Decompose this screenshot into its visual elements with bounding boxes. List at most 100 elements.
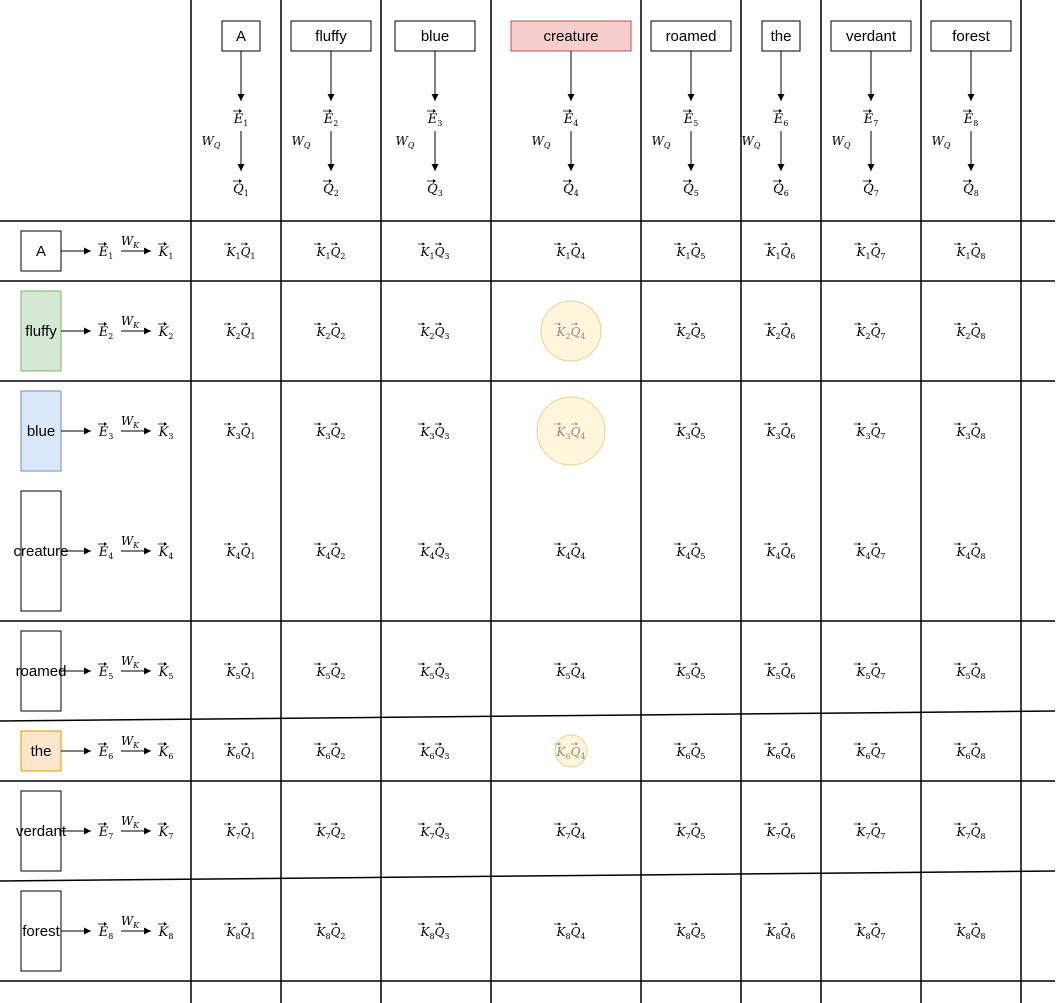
score-cell-k7-q1: K7Q1	[224, 822, 256, 841]
score-cell-k1-q8: K1Q8	[954, 242, 986, 261]
column-word-label: the	[771, 28, 792, 45]
embedding-vector-label: E4	[98, 545, 114, 561]
score-cell-label: K7Q3	[420, 825, 450, 841]
token-to-embedding-arrow	[61, 927, 91, 935]
score-cell-k7-q6: K7Q6	[764, 822, 796, 841]
score-cell-k6-q8: K6Q8	[954, 742, 986, 761]
score-cell-k5-q7: K5Q7	[854, 662, 886, 681]
score-cell-k5-q3: K5Q3	[418, 662, 450, 681]
score-cell-k2-q6: K2Q6	[764, 322, 796, 341]
key-projection-arrow	[121, 247, 151, 255]
score-cell-k1-q1: K1Q1	[224, 242, 256, 261]
score-cell-k5-q4: K5Q4	[554, 662, 586, 681]
row-headers: A E1 WK K1 fluffy E2 WK K2 blue E3 WK K3 creature E4 W…	[13, 230, 174, 972]
score-cell-label: K6Q4	[556, 745, 586, 761]
embedding-vector-label: E4	[563, 112, 579, 128]
score-cell-k6-q2: K6Q2	[314, 742, 346, 761]
score-cell-k2-q7: K2Q7	[854, 322, 886, 341]
score-cell-label: K2Q4	[556, 325, 586, 341]
embedding-vector-label: E1	[233, 112, 249, 128]
query-projection-arrow	[431, 131, 439, 171]
embedding-vector-label: E3	[98, 425, 114, 441]
score-cell-label: K3Q3	[420, 425, 450, 441]
score-cell-label: K8Q2	[316, 925, 346, 941]
score-cell-label: K3Q1	[226, 425, 256, 441]
score-cell-label: K4Q6	[766, 545, 796, 561]
embedding-vector-label: E8	[963, 112, 979, 128]
score-cell-k8-q7: K8Q7	[854, 922, 886, 941]
key-weight-label: WK	[121, 414, 140, 430]
column-word-box	[510, 20, 632, 52]
attention-highlight-circle	[536, 396, 606, 466]
score-cell-k6-q3: K6Q3	[418, 742, 450, 761]
score-cell-k1-q2: K1Q2	[314, 242, 346, 261]
score-cell-k5-q2: K5Q2	[314, 662, 346, 681]
score-cell-label: K8Q3	[420, 925, 450, 941]
column-word-box	[221, 20, 261, 52]
score-cell-label: K8Q5	[676, 925, 706, 941]
token-to-embedding-arrow	[61, 747, 91, 755]
score-cell-label: K4Q1	[226, 545, 256, 561]
grid-horizontal-line	[0, 710, 1056, 722]
column-header-roamed: roamed E5 WQ Q5	[650, 20, 732, 198]
token-to-embedding-arrow	[61, 667, 91, 675]
embedding-vector-label: E5	[98, 665, 114, 681]
row-header-the: the E6 WK K6	[20, 730, 174, 772]
score-cell-k1-q5: K1Q5	[674, 242, 706, 261]
score-cell-label: K7Q1	[226, 825, 256, 841]
query-weight-label: WQ	[292, 134, 311, 150]
key-weight-label: WK	[121, 814, 140, 830]
query-weight-label: WQ	[396, 134, 415, 150]
score-cell-k7-q7: K7Q7	[854, 822, 886, 841]
score-cell-label: K5Q4	[556, 665, 586, 681]
query-vector-label: Q8	[963, 182, 979, 198]
score-cell-k2-q3: K2Q3	[418, 322, 450, 341]
row-header-forest: forest E8 WK K8	[20, 890, 174, 972]
row-header-blue: blue E3 WK K3	[20, 390, 173, 472]
score-cell-label: K6Q7	[856, 745, 886, 761]
score-cell-label: K7Q8	[956, 825, 986, 841]
score-cell-k5-q5: K5Q5	[674, 662, 706, 681]
key-projection-arrow	[121, 747, 151, 755]
query-projection-arrow	[967, 131, 975, 171]
score-cell-label: K3Q6	[766, 425, 796, 441]
key-weight-label: WK	[121, 314, 140, 330]
score-cell-label: K5Q7	[856, 665, 886, 681]
score-cell-label: K3Q4	[556, 425, 586, 441]
key-vector-label: K7	[158, 825, 174, 841]
score-cell-label: K4Q8	[956, 545, 986, 561]
column-header-creature: creature E4 WQ Q4	[510, 20, 632, 198]
key-projection-arrow	[121, 427, 151, 435]
score-cell-k6-q4: K6Q4	[554, 742, 586, 761]
score-cell-k4-q1: K4Q1	[224, 542, 256, 561]
query-weight-label: WQ	[932, 134, 951, 150]
key-vector-label: K6	[158, 745, 174, 761]
embedding-vector-label: E2	[98, 325, 114, 341]
score-cell-label: K1Q1	[226, 245, 256, 261]
key-vector-label: K8	[158, 925, 174, 941]
score-cell-label: K2Q3	[420, 325, 450, 341]
score-cell-k8-q1: K8Q1	[224, 922, 256, 941]
score-cell-k8-q5: K8Q5	[674, 922, 706, 941]
score-cell-label: K1Q4	[556, 245, 586, 261]
score-cell-k8-q3: K8Q3	[418, 922, 450, 941]
score-cell-label: K8Q8	[956, 925, 986, 941]
score-cell-label: K8Q4	[556, 925, 586, 941]
row-word-label: verdant	[16, 823, 67, 840]
column-word-label: forest	[952, 28, 990, 45]
row-word-box	[20, 490, 62, 612]
score-cell-k8-q8: K8Q8	[954, 922, 986, 941]
query-weight-label: WQ	[832, 134, 851, 150]
query-projection-arrow	[687, 131, 695, 171]
score-cell-k7-q4: K7Q4	[554, 822, 586, 841]
score-cell-label: K8Q6	[766, 925, 796, 941]
score-cell-label: K6Q3	[420, 745, 450, 761]
score-cell-label: K7Q4	[556, 825, 586, 841]
column-header-forest: forest E8 WQ Q8	[930, 20, 1012, 198]
column-word-box	[394, 20, 476, 52]
score-cell-k6-q1: K6Q1	[224, 742, 256, 761]
score-cell-label: K7Q5	[676, 825, 706, 841]
score-cell-k7-q2: K7Q2	[314, 822, 346, 841]
